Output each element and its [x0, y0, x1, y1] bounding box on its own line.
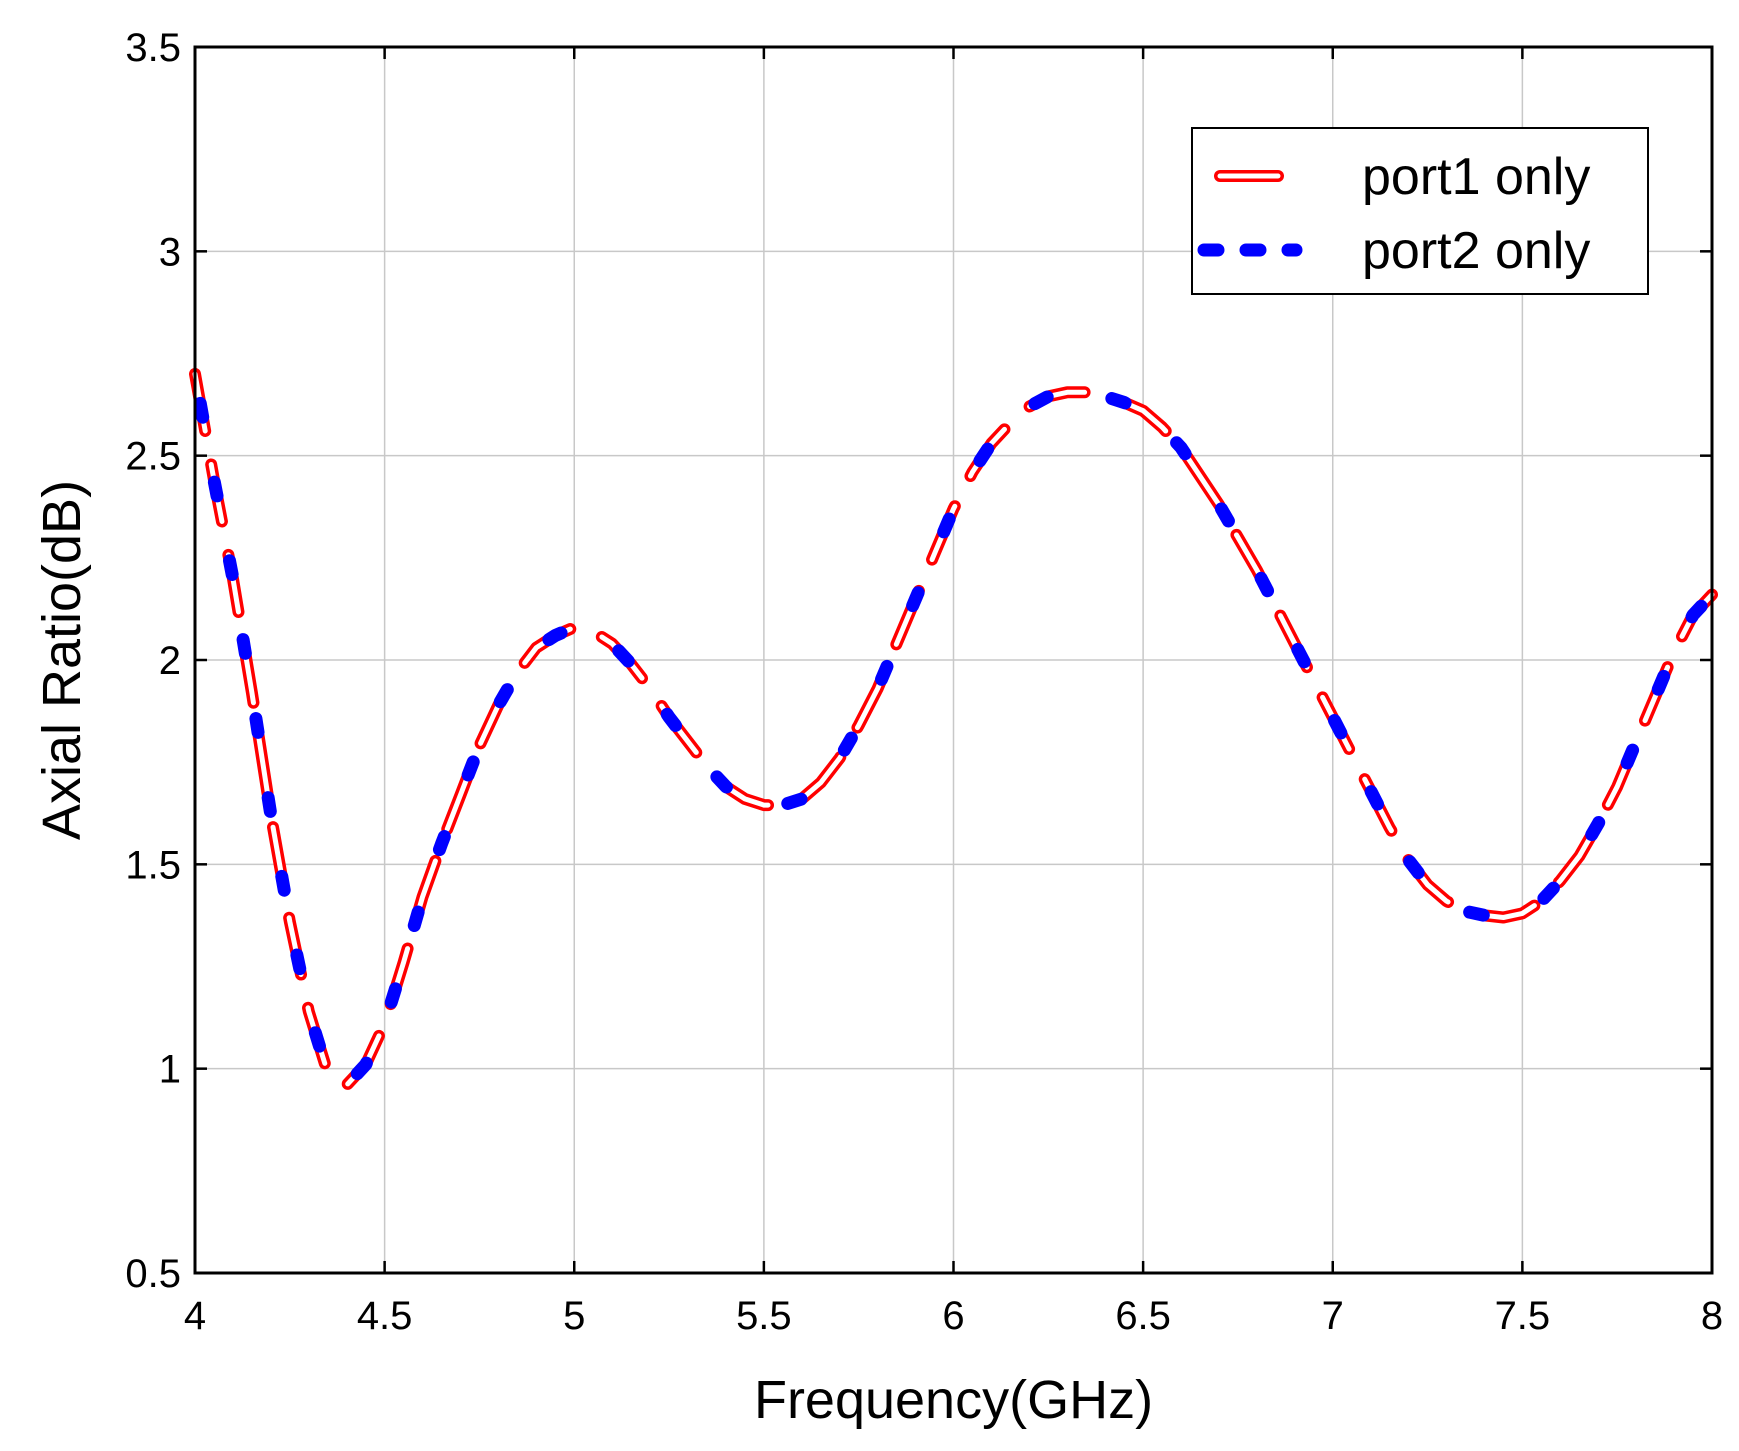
x-axis-title: Frequency(GHz) [754, 1370, 1153, 1430]
x-tick-label: 5.5 [736, 1294, 792, 1338]
legend-port2-label: port2 only [1362, 222, 1590, 280]
x-tick-label: 6.5 [1115, 1294, 1171, 1338]
x-tick-label: 7.5 [1495, 1294, 1551, 1338]
x-tick-label: 4.5 [357, 1294, 413, 1338]
x-tick-label: 5 [563, 1294, 585, 1338]
y-tick-labels: 0.5 1 1.5 2 2.5 3 3.5 [125, 26, 181, 1296]
y-tick-label: 2.5 [125, 435, 181, 479]
y-tick-label: 1.5 [125, 843, 181, 887]
y-tick-label: 1 [159, 1048, 181, 1092]
series-layer [188, 367, 1719, 1092]
x-tick-label: 4 [184, 1294, 206, 1338]
plot-frame [193, 45, 1714, 1275]
x-tick-label: 7 [1322, 1294, 1344, 1338]
legend: port1 only port2 only [1191, 127, 1649, 295]
x-tick-labels: 4 4.5 5 5.5 6 6.5 7 7.5 8 [184, 1294, 1723, 1338]
legend-port1-label: port1 only [1362, 148, 1590, 206]
x-tick-label: 6 [942, 1294, 964, 1338]
y-tick-label: 2 [159, 639, 181, 683]
y-tick-label: 3.5 [125, 26, 181, 70]
y-tick-label: 3 [159, 230, 181, 274]
series-port1-line-inner [192, 371, 1715, 1088]
y-tick-label: 0.5 [125, 1252, 181, 1296]
x-tick-label: 8 [1701, 1294, 1723, 1338]
grid-lines [194, 46, 1713, 1274]
legend-box [1191, 127, 1649, 295]
y-axis-title: Axial Ratio(dB) [32, 480, 92, 840]
